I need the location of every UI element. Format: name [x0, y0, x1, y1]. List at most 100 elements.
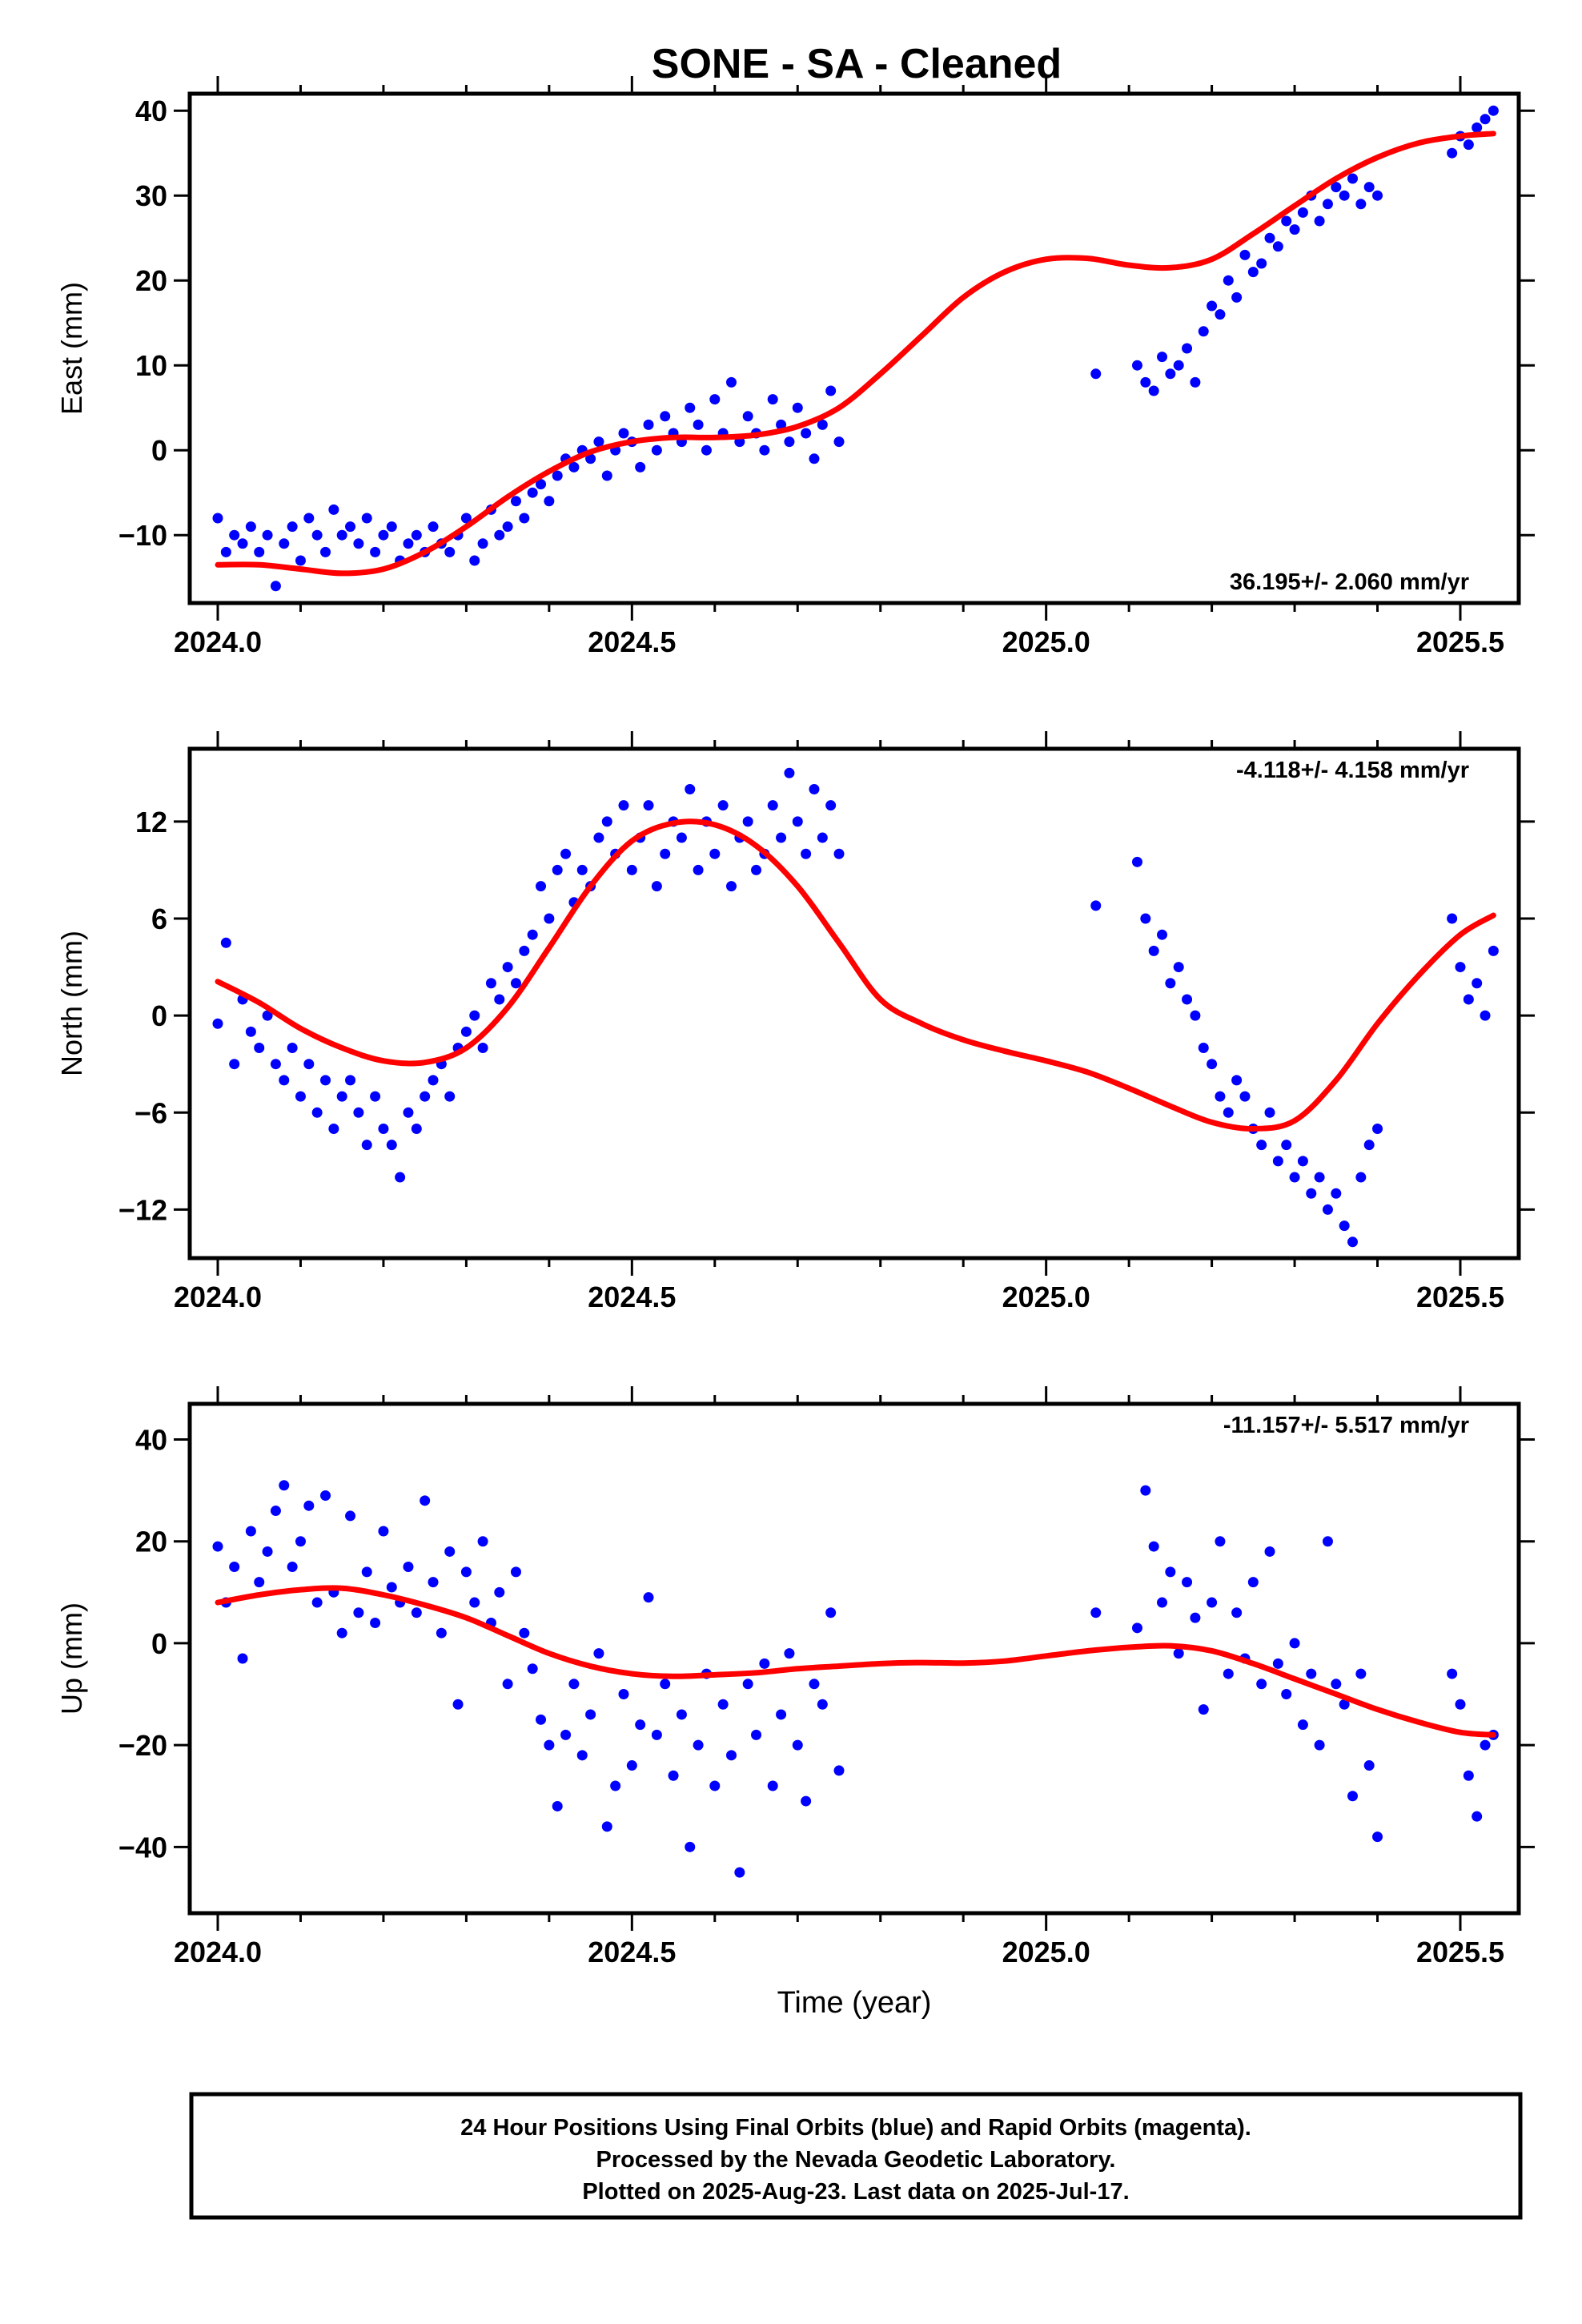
data-point	[1297, 1156, 1308, 1167]
data-point	[1148, 945, 1159, 956]
data-point	[386, 521, 397, 533]
data-point	[311, 529, 323, 541]
data-point	[1247, 1577, 1259, 1588]
data-point	[1190, 1612, 1201, 1623]
data-point	[361, 1566, 372, 1578]
data-point	[767, 800, 778, 811]
data-point	[1264, 232, 1275, 243]
data-point	[1182, 994, 1193, 1005]
data-point	[1198, 1043, 1209, 1054]
data-point	[527, 929, 538, 940]
data-point	[1223, 275, 1234, 286]
data-point	[287, 521, 298, 533]
plot-frame	[187, 1401, 1521, 1916]
data-point	[734, 1867, 745, 1878]
data-point	[1297, 207, 1308, 218]
data-point	[635, 1719, 646, 1731]
data-point	[751, 864, 762, 875]
data-point	[336, 1091, 347, 1102]
velocity-label: 36.195+/- 2.060 mm/yr	[1230, 569, 1469, 595]
data-point	[544, 913, 555, 924]
data-point	[1281, 215, 1292, 227]
data-point	[1140, 376, 1151, 388]
data-point	[353, 538, 364, 549]
data-point	[1256, 1679, 1267, 1690]
data-point	[1347, 173, 1358, 184]
data-point	[536, 1714, 547, 1725]
data-point	[527, 487, 538, 498]
data-point	[709, 394, 721, 405]
x-tick-label: 2025.5	[1416, 625, 1504, 658]
data-point	[1463, 994, 1474, 1005]
data-point	[353, 1107, 364, 1118]
data-point	[303, 513, 315, 524]
data-point	[1347, 1791, 1358, 1802]
data-point	[1165, 368, 1176, 380]
y-tick-label: −40	[118, 1831, 167, 1864]
data-point	[651, 1729, 662, 1740]
data-point	[759, 444, 770, 456]
data-point	[1090, 368, 1102, 380]
data-point	[254, 1577, 265, 1588]
data-point	[1256, 258, 1267, 269]
data-point	[245, 521, 256, 533]
x-tick-label: 2025.0	[1002, 1281, 1090, 1313]
data-point	[833, 436, 845, 448]
data-point	[1231, 292, 1243, 303]
data-point	[311, 1597, 323, 1608]
data-point	[1215, 309, 1226, 320]
data-point	[1314, 1739, 1325, 1751]
data-point	[833, 1765, 845, 1776]
data-point	[552, 1800, 563, 1811]
data-point	[825, 385, 837, 396]
data-point	[1165, 978, 1176, 989]
y-tick-label: −10	[118, 519, 167, 552]
data-point	[1256, 1140, 1267, 1151]
data-point	[1322, 1536, 1333, 1547]
data-point	[1247, 267, 1259, 278]
data-point	[1148, 385, 1159, 396]
data-point	[809, 783, 820, 794]
data-point	[270, 1059, 281, 1070]
data-point	[519, 1627, 530, 1638]
data-point	[544, 1739, 555, 1751]
data-point	[295, 555, 306, 566]
data-point	[601, 1821, 612, 1832]
y-tick-label: 0	[151, 999, 167, 1032]
data-point	[585, 453, 596, 464]
y-tick-label: 10	[135, 349, 167, 382]
data-point	[1140, 1485, 1151, 1496]
data-point	[742, 816, 753, 827]
y-axis-label: Up (mm)	[55, 1602, 88, 1715]
data-point	[1488, 945, 1499, 956]
data-point	[1306, 1188, 1317, 1199]
data-point	[370, 546, 381, 557]
data-point	[262, 1010, 273, 1021]
x-tick-label: 2024.5	[588, 1281, 676, 1313]
data-point	[477, 538, 488, 549]
data-point	[651, 881, 662, 892]
data-point	[469, 1010, 480, 1021]
y-axis-label: East (mm)	[55, 282, 88, 415]
data-point	[212, 513, 223, 524]
data-point	[444, 546, 456, 557]
data-point	[386, 1140, 397, 1151]
data-point	[1272, 1156, 1283, 1167]
x-tick-label: 2024.0	[174, 1281, 262, 1313]
data-point	[428, 521, 439, 533]
data-point	[527, 1663, 538, 1675]
data-point	[776, 832, 787, 843]
footer-line-3: Plotted on 2025-Aug-23. Last data on 202…	[582, 2179, 1129, 2205]
data-point	[378, 529, 389, 541]
data-point	[1363, 182, 1375, 193]
data-point	[709, 1780, 721, 1791]
data-point	[477, 1043, 488, 1054]
data-point	[245, 1026, 256, 1037]
data-point	[1223, 1668, 1234, 1679]
data-point	[320, 1490, 331, 1501]
data-point	[245, 1526, 256, 1537]
x-tick-label: 2024.5	[588, 1936, 676, 1968]
data-point	[287, 1562, 298, 1573]
data-point	[460, 1566, 472, 1578]
